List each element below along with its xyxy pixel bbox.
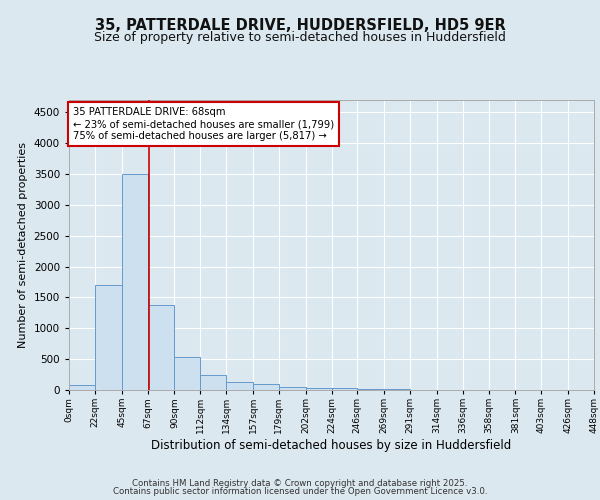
Bar bbox=[306, 388, 331, 390]
Bar bbox=[253, 384, 279, 390]
Bar bbox=[357, 389, 384, 390]
Text: Contains HM Land Registry data © Crown copyright and database right 2025.: Contains HM Land Registry data © Crown c… bbox=[132, 478, 468, 488]
Bar bbox=[331, 388, 357, 390]
Text: 35, PATTERDALE DRIVE, HUDDERSFIELD, HD5 9ER: 35, PATTERDALE DRIVE, HUDDERSFIELD, HD5 … bbox=[95, 18, 505, 32]
X-axis label: Distribution of semi-detached houses by size in Huddersfield: Distribution of semi-detached houses by … bbox=[151, 439, 512, 452]
Bar bbox=[148, 305, 175, 390]
Bar bbox=[279, 386, 306, 390]
Text: 35 PATTERDALE DRIVE: 68sqm
← 23% of semi-detached houses are smaller (1,799)
75%: 35 PATTERDALE DRIVE: 68sqm ← 23% of semi… bbox=[73, 108, 334, 140]
Bar bbox=[95, 285, 122, 390]
Bar bbox=[122, 174, 148, 390]
Bar bbox=[200, 375, 226, 390]
Bar bbox=[175, 356, 200, 390]
Text: Contains public sector information licensed under the Open Government Licence v3: Contains public sector information licen… bbox=[113, 488, 487, 496]
Bar bbox=[69, 386, 95, 390]
Y-axis label: Number of semi-detached properties: Number of semi-detached properties bbox=[18, 142, 28, 348]
Bar bbox=[226, 382, 253, 390]
Text: Size of property relative to semi-detached houses in Huddersfield: Size of property relative to semi-detach… bbox=[94, 31, 506, 44]
